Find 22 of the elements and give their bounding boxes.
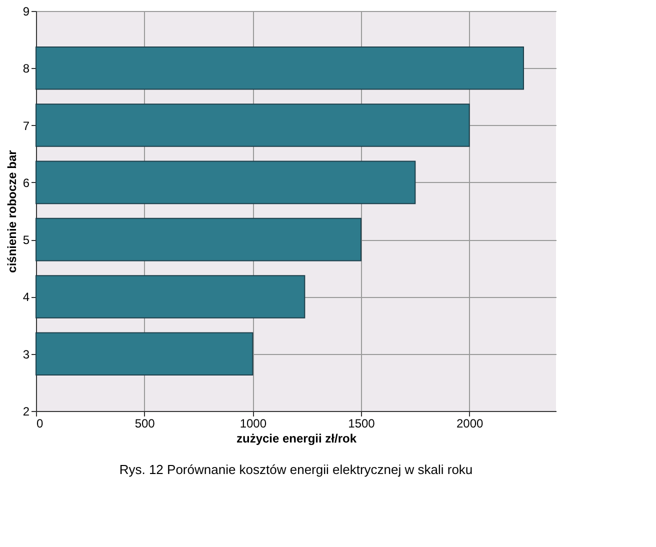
y-tick-label: 8: [22, 62, 30, 76]
y-tick-label: 6: [22, 176, 30, 190]
y-tick-label: 5: [22, 233, 30, 248]
x-tick-label: 2000: [456, 416, 484, 430]
y-tick-label: 9: [22, 4, 30, 18]
bar: [36, 160, 416, 204]
y-tick-label: 4: [22, 290, 30, 304]
x-tick-label: 1500: [348, 416, 376, 430]
x-tick-label: 1000: [240, 416, 267, 430]
bar: [36, 332, 254, 376]
bar: [36, 275, 306, 318]
bar: [36, 218, 362, 262]
bar: [36, 104, 470, 147]
bar: [36, 46, 524, 90]
x-axis-title: zużycie energii zł/rok: [236, 432, 357, 446]
x-tick-label: 0: [36, 416, 44, 430]
y-tick-label: 7: [22, 118, 30, 133]
y-axis-title: ciśnienie robocze bar: [4, 150, 19, 273]
text: Rys. 12 Porównanie kosztów energii elektrycznej w skali roku: [119, 462, 473, 477]
y-tick-label: 3: [22, 347, 30, 362]
x-tick-label: 500: [134, 416, 156, 430]
y-tick-label: 2: [22, 404, 30, 418]
